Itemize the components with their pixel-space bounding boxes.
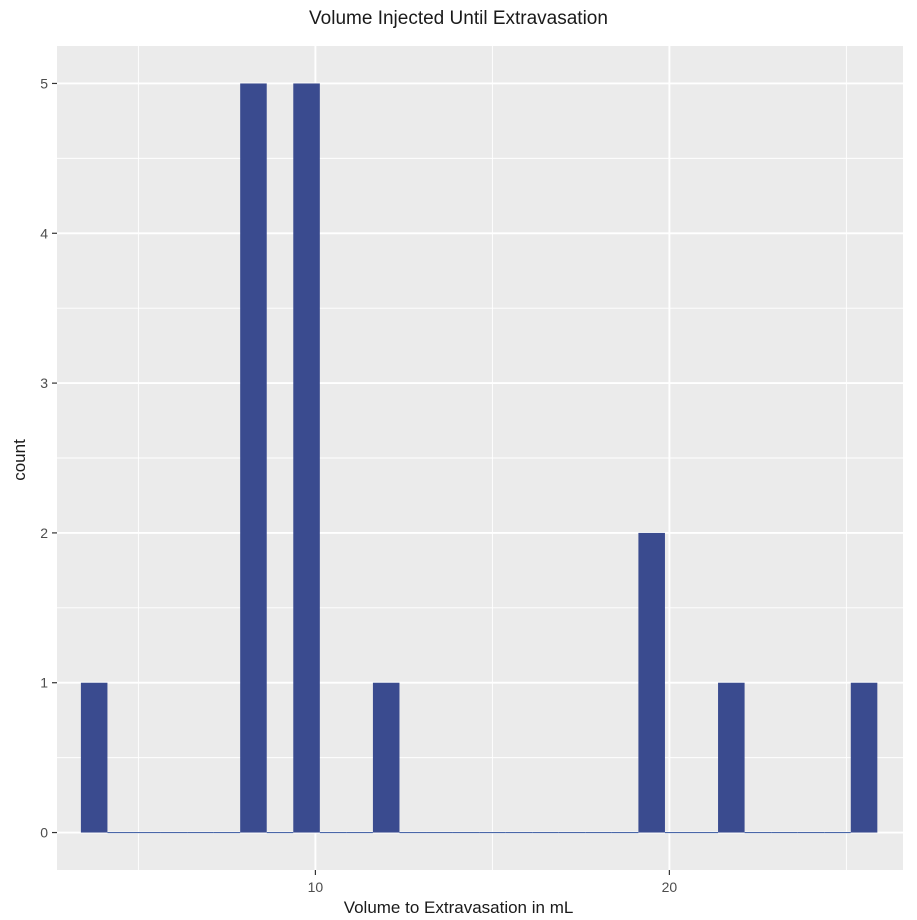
histogram-bar — [293, 83, 320, 833]
y-axis-label: count — [10, 439, 29, 481]
x-axis-label: Volume to Extravasation in mL — [343, 898, 574, 917]
histogram-bars — [80, 83, 878, 834]
histogram-bar — [80, 682, 108, 833]
y-tick-label: 3 — [40, 375, 48, 391]
histogram-bar — [718, 682, 745, 833]
axis-ticks: 0 1 2 3 4 5 10 20 — [40, 75, 677, 895]
y-tick-label: 1 — [40, 675, 48, 691]
minor-gridlines — [57, 46, 903, 870]
y-tick-label: 2 — [40, 525, 48, 541]
x-tick-label: 20 — [662, 879, 678, 895]
y-tick-label: 5 — [40, 75, 48, 91]
x-tick-label: 10 — [308, 879, 324, 895]
y-tick-label: 0 — [40, 825, 48, 841]
histogram-bar — [372, 682, 400, 833]
chart-title: Volume Injected Until Extravasation — [309, 8, 608, 29]
histogram-bar — [638, 532, 665, 833]
histogram-bar — [850, 682, 878, 833]
y-tick-label: 4 — [40, 225, 48, 241]
histogram-bar — [240, 83, 267, 833]
